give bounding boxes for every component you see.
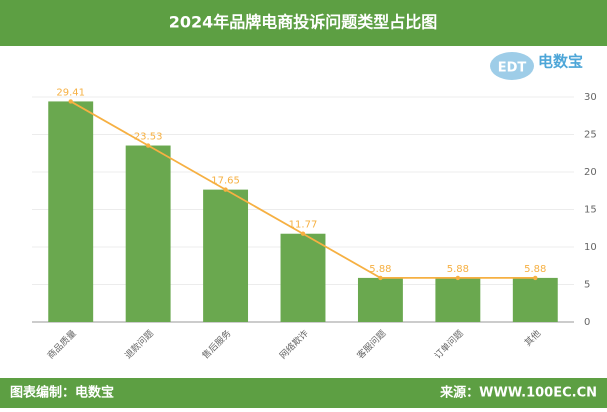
line-point <box>378 275 383 281</box>
data-label: 5.88 <box>447 264 469 275</box>
bar <box>203 189 249 322</box>
data-label: 11.77 <box>289 220 318 231</box>
data-label: 5.88 <box>369 264 391 275</box>
footer-left: 图表编制：电数宝 <box>10 385 114 401</box>
line-point <box>455 275 461 281</box>
footer-band <box>0 378 607 408</box>
y-tick-label: 15 <box>584 205 597 216</box>
bar <box>48 101 94 322</box>
bar <box>125 145 171 322</box>
bar <box>357 277 403 322</box>
data-label: 23.53 <box>134 132 163 143</box>
logo-cloud <box>490 52 534 80</box>
line-point <box>68 99 73 104</box>
y-tick-label: 10 <box>584 242 597 253</box>
y-tick-label: 30 <box>584 92 597 103</box>
header-band <box>0 0 607 46</box>
line-point <box>145 143 151 148</box>
bar <box>280 233 326 322</box>
y-tick-label: 0 <box>584 317 590 328</box>
data-label: 5.88 <box>524 264 546 275</box>
data-label: 17.65 <box>211 176 240 187</box>
y-tick-label: 25 <box>584 130 597 141</box>
y-tick-label: 5 <box>584 280 590 291</box>
logo-name: 电数宝 <box>538 53 583 71</box>
line-point <box>223 187 228 192</box>
line-point <box>300 231 306 236</box>
y-tick-label: 20 <box>584 167 597 178</box>
line-point <box>533 275 538 281</box>
chart-title: 2024年品牌电商投诉问题类型占比图 <box>169 13 438 32</box>
bar <box>512 277 558 322</box>
footer-right: 来源：WWW.100EC.CN <box>439 385 597 401</box>
bar <box>435 277 481 322</box>
data-label: 29.41 <box>56 87 85 98</box>
logo-mark: EDT <box>498 61 527 76</box>
